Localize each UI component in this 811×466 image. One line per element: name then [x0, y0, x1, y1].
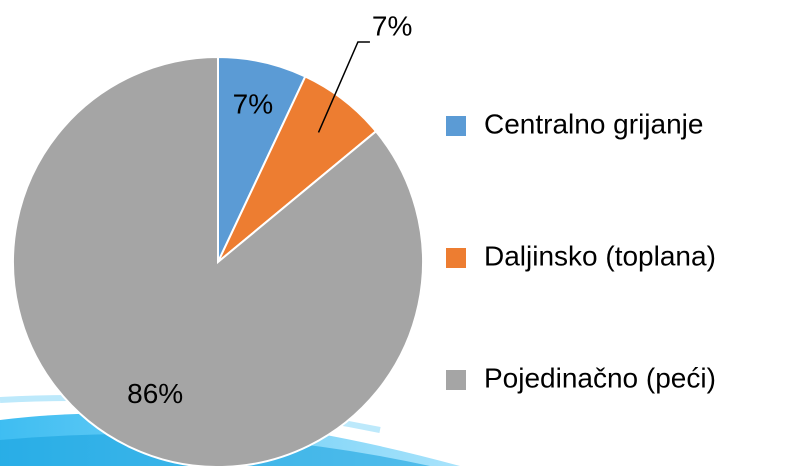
data-label: 86%	[127, 378, 183, 409]
pie-slice	[12, 55, 424, 466]
legend-swatch	[446, 370, 466, 390]
legend: Centralno grijanje Daljinsko (toplana) Poj…	[446, 108, 716, 393]
legend-swatch	[446, 248, 466, 268]
legend-label: Pojedinačno (peći)	[484, 362, 716, 393]
legend-label: Centralno grijanje	[484, 108, 703, 139]
data-labels: 7% 7% 86%	[127, 10, 412, 409]
legend-swatch	[446, 116, 466, 136]
data-label: 7%	[372, 10, 412, 41]
pie	[12, 55, 424, 466]
data-label: 7%	[233, 88, 273, 119]
legend-label: Daljinsko (toplana)	[484, 240, 716, 271]
leader-line	[317, 41, 370, 133]
